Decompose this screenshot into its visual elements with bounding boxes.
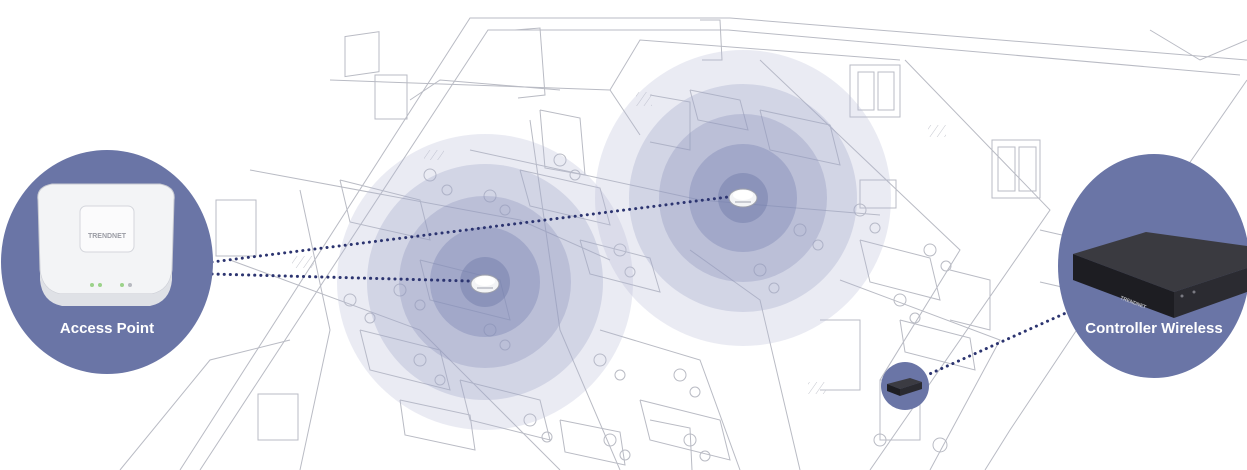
access-point-callout-art (1, 150, 213, 374)
controller-callout: Controller Wireless (1058, 154, 1247, 378)
ceiling-access-point-icon (728, 188, 758, 208)
office-line-art (119, 17, 1247, 470)
link-controller-to-callout (923, 310, 1070, 378)
network-links (210, 195, 1070, 378)
controller-location-marker (881, 362, 929, 410)
access-point-label: Access Point (59, 320, 155, 337)
link-callout-to-access-point-2 (210, 195, 730, 264)
link-callout-to-access-point-1 (210, 272, 472, 283)
ceiling-access-point-icon (470, 274, 500, 294)
controller-label: Controller Wireless (1085, 320, 1223, 337)
vent-hatching (292, 92, 946, 394)
access-point-callout: Access Point (2, 150, 212, 374)
access-point-brand-text: TRENDNET (88, 233, 127, 240)
controller-callout-art (1058, 154, 1247, 378)
